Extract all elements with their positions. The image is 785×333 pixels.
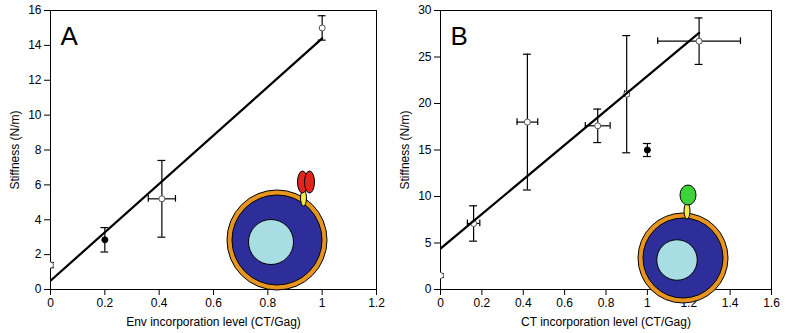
svg-text:0.4: 0.4: [515, 296, 532, 310]
svg-text:0.4: 0.4: [151, 296, 168, 310]
svg-text:1: 1: [319, 296, 326, 310]
svg-text:15: 15: [418, 143, 432, 157]
svg-text:Env incorporation level (CT/Ga: Env incorporation level (CT/Gag): [126, 315, 301, 329]
svg-text:0: 0: [47, 296, 54, 310]
svg-text:0.8: 0.8: [259, 296, 276, 310]
svg-text:0.2: 0.2: [474, 296, 491, 310]
svg-text:10: 10: [418, 189, 432, 203]
svg-text:20: 20: [418, 96, 432, 110]
svg-text:0.6: 0.6: [556, 296, 573, 310]
svg-text:14: 14: [28, 38, 42, 52]
svg-text:Stiffness (N/m): Stiffness (N/m): [8, 110, 22, 189]
svg-text:1.4: 1.4: [722, 296, 739, 310]
svg-text:0: 0: [437, 296, 444, 310]
svg-text:A: A: [61, 21, 79, 51]
svg-text:0.2: 0.2: [96, 296, 113, 310]
svg-text:Stiffness (N/m): Stiffness (N/m): [398, 110, 412, 189]
svg-text:6: 6: [35, 178, 42, 192]
svg-text:B: B: [451, 21, 468, 51]
svg-text:0: 0: [35, 282, 42, 296]
svg-text:12: 12: [28, 73, 42, 87]
svg-text:0.6: 0.6: [205, 296, 222, 310]
svg-text:1.2: 1.2: [368, 296, 385, 310]
svg-text:8: 8: [35, 143, 42, 157]
svg-text:4: 4: [35, 213, 42, 227]
svg-text:0: 0: [425, 282, 432, 296]
svg-text:5: 5: [425, 236, 432, 250]
svg-text:CT incorporation level (CT/Gag: CT incorporation level (CT/Gag): [521, 315, 691, 329]
svg-text:1.2: 1.2: [680, 296, 697, 310]
svg-text:2: 2: [35, 247, 42, 261]
svg-text:30: 30: [418, 3, 432, 17]
svg-text:0.8: 0.8: [598, 296, 615, 310]
svg-text:16: 16: [28, 3, 42, 17]
svg-text:25: 25: [418, 50, 432, 64]
svg-text:1.6: 1.6: [763, 296, 780, 310]
svg-text:1: 1: [644, 296, 651, 310]
svg-text:10: 10: [28, 108, 42, 122]
